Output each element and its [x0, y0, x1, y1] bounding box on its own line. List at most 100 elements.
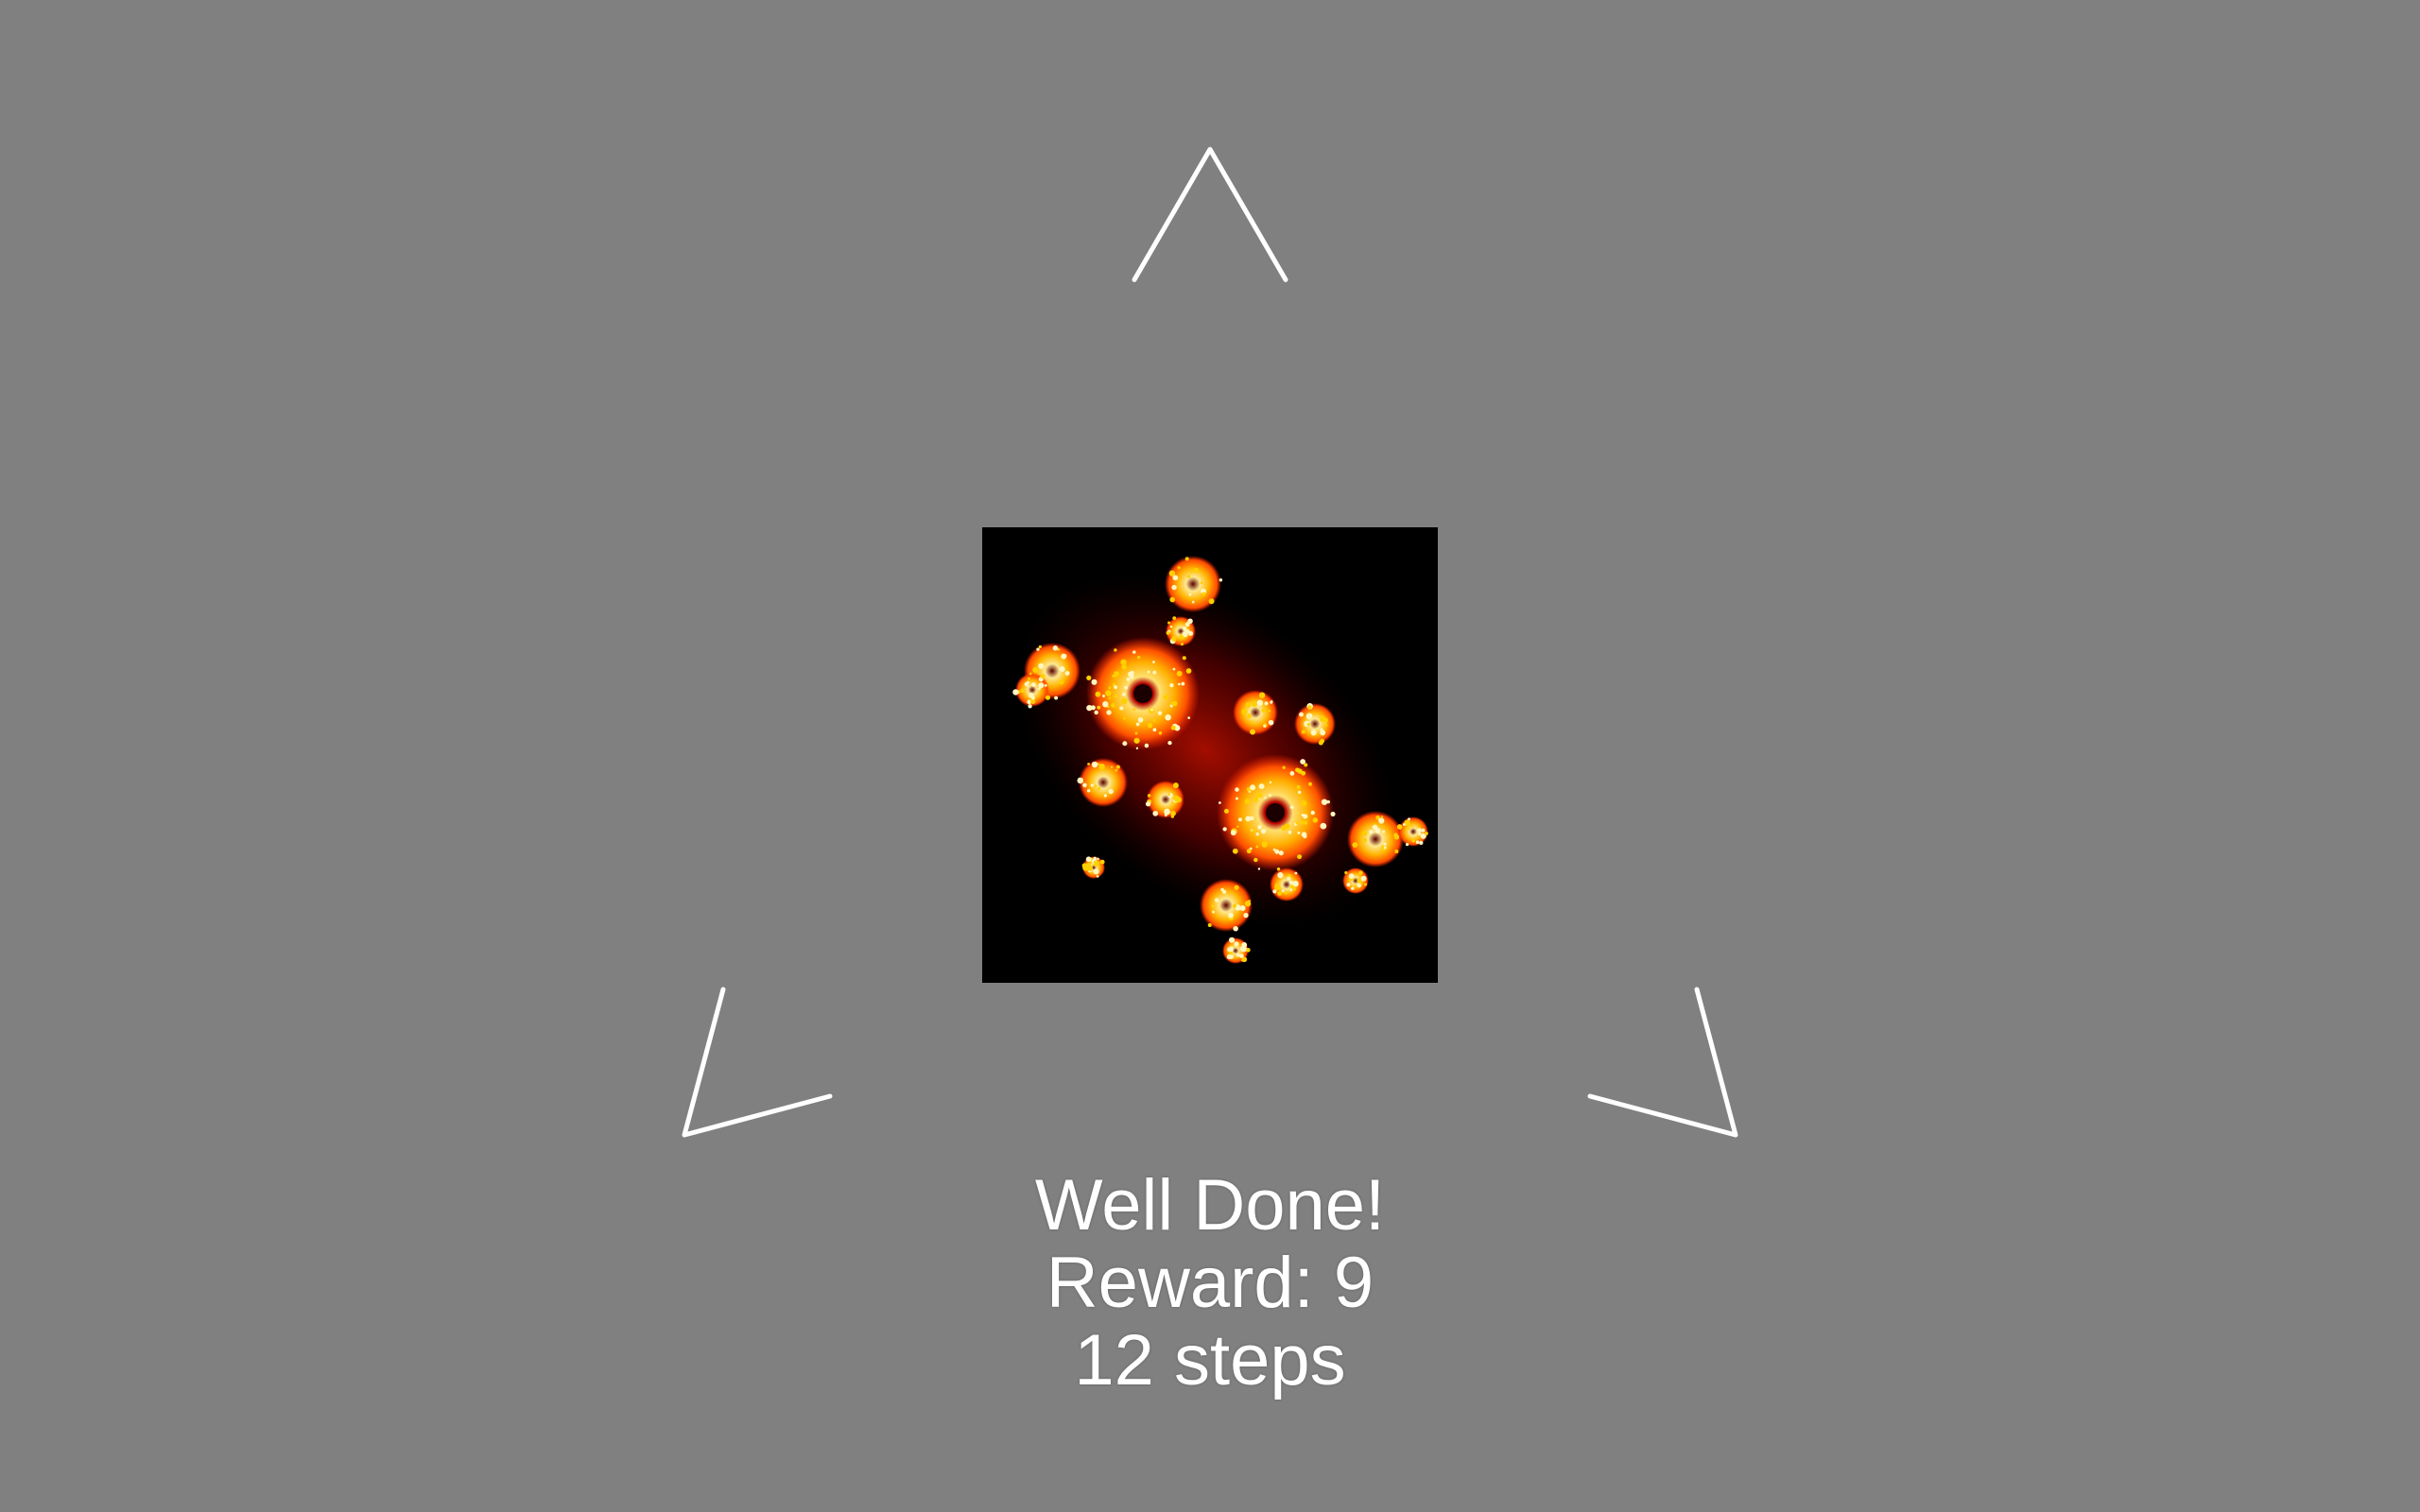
fractal-sparkle	[1418, 832, 1422, 836]
fractal-sparkle	[1152, 719, 1156, 722]
fractal-sparkle	[1096, 875, 1099, 878]
fractal-sparkle	[1172, 575, 1179, 581]
fractal-sparkle	[1304, 763, 1308, 767]
fractal-sparkle	[1405, 843, 1409, 847]
fractal-sparkle	[1289, 885, 1294, 889]
fractal-sparkle	[1027, 699, 1032, 705]
fractal-sparkle	[1200, 581, 1203, 585]
fractal-sparkle	[1229, 951, 1234, 955]
fractal-sparkle	[1170, 810, 1176, 816]
fractal-sparkle	[1087, 763, 1090, 765]
fractal-sparkle	[1300, 759, 1305, 765]
fractal-sparkle	[1115, 768, 1118, 772]
fractal-sparkle	[1054, 696, 1059, 700]
fractal-sparkle	[1105, 690, 1112, 696]
fractal-sparkle	[1126, 677, 1131, 681]
fractal-sparkle	[1276, 867, 1281, 871]
fractal-sparkle	[1028, 672, 1032, 676]
fractal-sparkle	[1236, 825, 1239, 829]
fractal-sparkle	[1415, 840, 1420, 844]
fractal-sparkle	[1237, 817, 1243, 822]
fractal-sparkle	[1288, 880, 1294, 885]
fractal-bud	[1347, 811, 1404, 868]
fractal-sparkle	[1171, 801, 1175, 805]
fractal-sparkle	[1264, 797, 1267, 799]
fractal-sparkle	[1245, 701, 1252, 708]
fractal-sparkle	[1038, 644, 1042, 649]
fractal-sparkle	[1032, 666, 1039, 673]
fractal-sparkle	[1061, 653, 1067, 660]
fractal-sparkle	[1152, 670, 1157, 675]
fractal-sparkle	[1169, 683, 1174, 688]
fractal-sparkle	[1114, 694, 1118, 698]
bottom-right-chevron-icon[interactable]	[1587, 987, 1738, 1138]
fractal-sparkle	[1144, 743, 1150, 748]
fractal-sparkle	[1108, 686, 1112, 690]
fractal-sparkle	[1145, 801, 1151, 807]
fractal-sparkle	[1228, 936, 1236, 943]
fractal-sparkle	[1182, 656, 1186, 661]
fractal-sparkle	[1251, 721, 1254, 724]
fractal-sparkle	[1251, 701, 1257, 707]
fractal-sparkle	[1233, 925, 1238, 932]
bottom-left-chevron-icon[interactable]	[682, 987, 833, 1138]
fractal-sparkle	[1277, 891, 1283, 896]
fractal-sparkle	[1278, 850, 1284, 856]
fractal-sparkle	[1077, 777, 1084, 784]
fractal-sparkle	[1239, 954, 1244, 958]
fractal-sparkle	[1358, 877, 1361, 881]
fractal-sparkle	[1258, 783, 1265, 790]
fractal-sparkle	[1378, 817, 1385, 824]
fractal-sparkle	[1250, 784, 1256, 791]
fractal-sparkle	[1059, 679, 1064, 685]
fractal-sparkle	[1040, 674, 1046, 679]
fractal-sparkle	[1357, 883, 1362, 888]
fractal-sparkle	[1132, 708, 1136, 712]
fractal-sparkle	[1288, 874, 1291, 878]
fractal-sparkle	[1257, 825, 1262, 830]
fractal-sparkle	[1176, 670, 1183, 677]
fractal-sparkle	[1310, 730, 1317, 736]
top-chevron-icon[interactable]	[1132, 146, 1288, 283]
fractal-sparkle	[1207, 922, 1212, 928]
fractal-sparkle	[1253, 857, 1258, 863]
fractal-sparkle	[1239, 945, 1247, 953]
fractal-sparkle	[1171, 584, 1177, 591]
fractal-sparkle	[1230, 830, 1236, 836]
fractal-sparkle	[1372, 824, 1378, 831]
fractal-sparkle	[1310, 810, 1315, 816]
fractal-sparkle	[1312, 817, 1319, 823]
fractal-sparkle	[1351, 886, 1355, 890]
fractal-sparkle	[1121, 663, 1128, 670]
result-message: Well Done! Reward: 9 12 steps	[0, 1167, 2420, 1400]
fractal-sparkle	[1211, 904, 1215, 908]
fractal-sparkle	[1411, 838, 1416, 843]
fractal-sparkle	[1234, 941, 1239, 947]
fractal-sparkle	[1232, 903, 1237, 908]
fractal-sparkle	[1260, 828, 1267, 834]
fractal-sparkle	[1173, 796, 1181, 802]
fractal-sparkle	[1322, 717, 1328, 724]
fractal-sparkle	[1284, 823, 1290, 830]
fractal-sparkle	[1250, 729, 1255, 735]
fractal-sparkle	[1241, 708, 1248, 715]
fractal-sparkle	[1261, 841, 1268, 848]
fractal-sparkle	[1186, 575, 1191, 578]
fractal-sparkle	[1263, 724, 1267, 728]
fractal-sparkle	[1320, 728, 1323, 732]
fractal-sparkle	[1114, 648, 1117, 652]
fractal-sparkle	[1416, 828, 1422, 833]
fractal-sparkle	[1305, 713, 1313, 720]
fractal-sparkle	[1128, 671, 1133, 678]
fractal-sparkle	[1297, 854, 1303, 860]
fractal-sparkle	[1064, 671, 1070, 676]
fractal-sparkle	[1380, 816, 1384, 818]
fractal-sparkle	[1163, 694, 1168, 700]
fractal-sparkle	[1220, 887, 1224, 892]
fractal-sparkle	[1185, 628, 1190, 634]
fractal-sparkle	[1147, 794, 1151, 798]
fractal-sparkle	[1093, 860, 1097, 864]
fractal-sparkle	[1295, 821, 1299, 825]
fractal-sparkle	[1030, 698, 1036, 704]
fractal-sparkle	[1344, 870, 1348, 875]
